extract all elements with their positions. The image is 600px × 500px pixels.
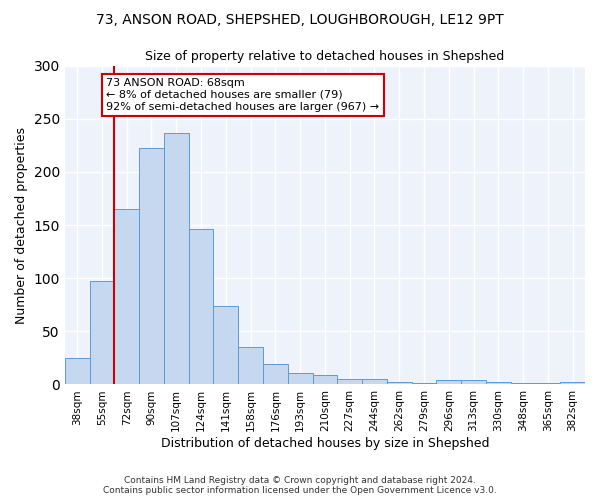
Bar bbox=[288, 373, 313, 384]
Bar bbox=[337, 379, 362, 384]
Bar bbox=[436, 380, 461, 384]
Bar bbox=[387, 382, 412, 384]
Bar bbox=[560, 382, 585, 384]
Bar bbox=[313, 375, 337, 384]
Text: Contains HM Land Registry data © Crown copyright and database right 2024.
Contai: Contains HM Land Registry data © Crown c… bbox=[103, 476, 497, 495]
Bar bbox=[214, 306, 238, 384]
Bar bbox=[263, 364, 288, 384]
Bar bbox=[65, 358, 89, 384]
Bar bbox=[461, 380, 486, 384]
Title: Size of property relative to detached houses in Shepshed: Size of property relative to detached ho… bbox=[145, 50, 505, 63]
Bar bbox=[486, 382, 511, 384]
Bar bbox=[188, 230, 214, 384]
Bar bbox=[238, 348, 263, 385]
Bar bbox=[139, 148, 164, 384]
Bar bbox=[164, 132, 188, 384]
X-axis label: Distribution of detached houses by size in Shepshed: Distribution of detached houses by size … bbox=[161, 437, 489, 450]
Bar bbox=[89, 282, 115, 385]
Y-axis label: Number of detached properties: Number of detached properties bbox=[15, 126, 28, 324]
Text: 73 ANSON ROAD: 68sqm
← 8% of detached houses are smaller (79)
92% of semi-detach: 73 ANSON ROAD: 68sqm ← 8% of detached ho… bbox=[106, 78, 380, 112]
Bar bbox=[115, 209, 139, 384]
Bar bbox=[362, 379, 387, 384]
Text: 73, ANSON ROAD, SHEPSHED, LOUGHBOROUGH, LE12 9PT: 73, ANSON ROAD, SHEPSHED, LOUGHBOROUGH, … bbox=[96, 12, 504, 26]
